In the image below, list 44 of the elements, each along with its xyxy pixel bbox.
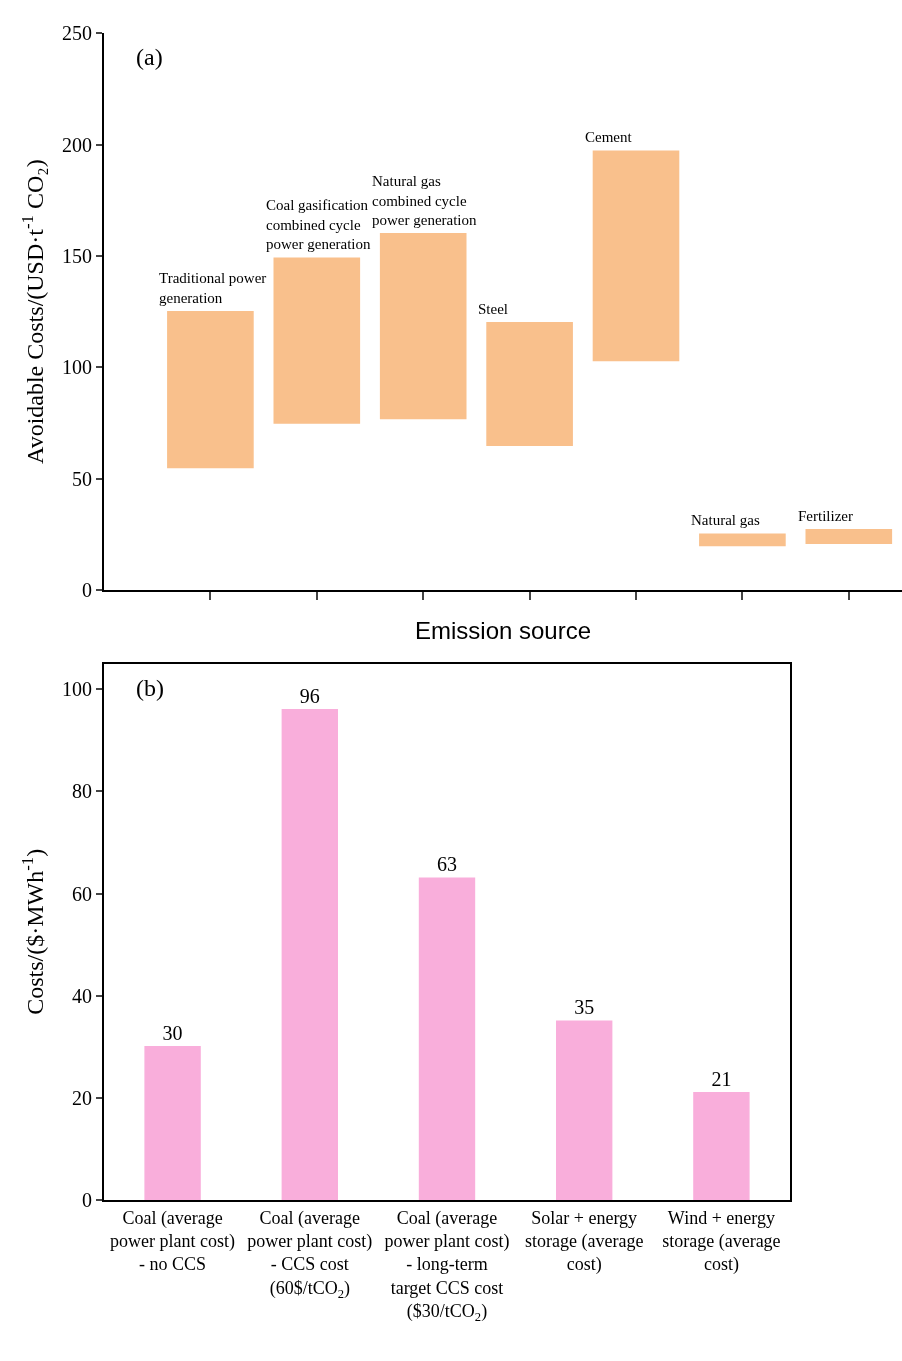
x-tick-label: Steel [478,301,508,317]
y-tick-label: 100 [62,678,92,701]
x-axis-title: Emission source [414,617,592,645]
bar [379,232,467,420]
y-tick-label: 50 [72,467,92,490]
annotation: (a) [136,44,163,70]
x-tick-label: Natural gas [691,512,760,528]
bar [805,529,893,544]
data-label: 96 [299,684,320,707]
bar [693,1091,750,1200]
x-tick-label: Coal (average power plant cost) - long-term target CCS cost ($30/tCO$_{2}$) [384,1207,510,1324]
data-label: 63 [437,853,457,876]
data-label: 21 [711,1067,732,1090]
bar [486,322,573,446]
y-tick-label: 200 [62,133,92,156]
x-tick-label: Fertilizer [798,508,853,524]
bar [273,257,361,424]
bar [281,708,338,1200]
x-tick-label: Coal (average power plant cost) - no CCS [110,1207,236,1275]
x-tick-label: Coal gasification combined cycle power generation [266,197,372,252]
x-tick-label: Coal (average power plant cost) - CCS cost (60$/tCO$_{2}$) [247,1207,373,1301]
y-tick-label: 150 [62,244,92,267]
bar [144,1045,201,1200]
data-label: 30 [162,1021,183,1044]
bar [418,877,476,1200]
x-tick-label: Cement [585,129,633,145]
annotation: (b) [136,675,164,701]
y-tick-label: 0 [82,1188,92,1211]
y-tick-label: 40 [72,984,92,1007]
x-tick-label: Solar + energy storage (average cost) [524,1207,644,1276]
x-tick-label: Wind + energy storage (average cost) [662,1207,781,1276]
x-tick-label: Traditional power generation [159,270,267,306]
y-tick-label: 80 [72,780,92,803]
bar [592,150,680,362]
y-tick-label: 0 [82,578,92,601]
data-label: 35 [574,996,595,1019]
y-tick-label: 100 [62,356,92,379]
bar [556,1020,613,1200]
bar [699,533,786,547]
y-tick-label: 20 [72,1086,92,1109]
bar [167,310,254,469]
x-tick-label: Natural gas combined cycle power generation [372,173,478,228]
y-tick-label: 60 [72,882,92,905]
y-tick-label: 250 [62,22,92,45]
